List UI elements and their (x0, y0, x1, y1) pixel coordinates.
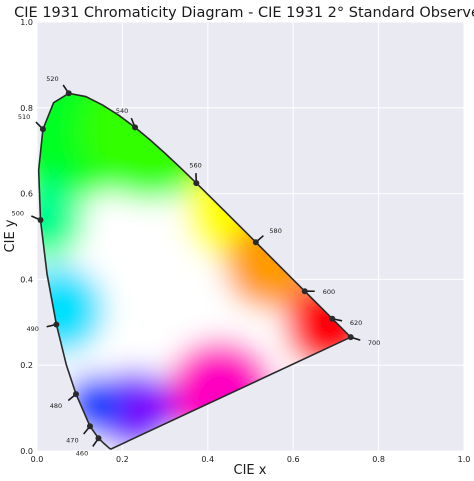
y-axis-label: CIE y (3, 219, 18, 252)
wavelength-markers: 460 470 480 490 500 510 520 540 560 580 600 620 700 (12, 75, 381, 458)
wavelength-label: 480 (50, 402, 62, 410)
wavelength-label: 520 (46, 75, 58, 83)
wavelength-point (37, 217, 44, 224)
wavelength-point (193, 180, 200, 187)
wavelength-point (95, 435, 102, 442)
y-tick-label: 0.4 (20, 275, 33, 284)
x-tick-label: 0.8 (372, 455, 385, 464)
wavelength-point (347, 334, 354, 341)
wavelength-point (53, 321, 60, 328)
y-tick-label: 1.0 (20, 18, 33, 27)
wavelength-point (39, 126, 46, 133)
wavelength-label: 580 (269, 227, 281, 235)
wavelength-point (301, 288, 308, 295)
x-axis-label: CIE x (234, 463, 267, 478)
wavelength-label: 490 (26, 325, 38, 333)
wavelength-point (329, 315, 336, 322)
y-tick-label: 0.8 (20, 104, 33, 113)
y-tick-label: 0.2 (20, 361, 33, 370)
y-tick-label: 0.0 (20, 447, 33, 456)
wavelength-label: 460 (76, 450, 88, 458)
x-tick-label: 0.0 (31, 455, 44, 464)
wavelength-label: 560 (189, 162, 201, 170)
wavelength-point (86, 423, 93, 430)
wavelength-label: 600 (323, 288, 335, 296)
y-tick-label: 0.6 (20, 190, 33, 199)
wavelength-label: 500 (12, 209, 24, 217)
wavelength-label: 470 (66, 437, 78, 445)
wavelength-point (252, 239, 259, 246)
wavelength-label: 620 (350, 319, 362, 327)
wavelength-label: 510 (18, 113, 30, 121)
chart-title: CIE 1931 Chromaticity Diagram - CIE 1931… (14, 5, 474, 21)
wavelength-point (65, 90, 72, 97)
wavelength-label: 540 (116, 107, 128, 115)
axis-ticks: 0.0 0.2 0.4 0.6 0.8 1.0 0.0 0.2 0.4 0.6 0.8 1.0 (20, 18, 470, 464)
wavelength-label: 700 (368, 339, 380, 347)
x-tick-label: 0.2 (116, 455, 129, 464)
wavelength-point (72, 391, 79, 398)
x-tick-label: 0.4 (201, 455, 214, 464)
spectral-locus-outline (37, 92, 353, 450)
x-tick-label: 0.6 (287, 455, 300, 464)
wavelength-point (132, 124, 139, 131)
x-tick-label: 1.0 (458, 455, 471, 464)
